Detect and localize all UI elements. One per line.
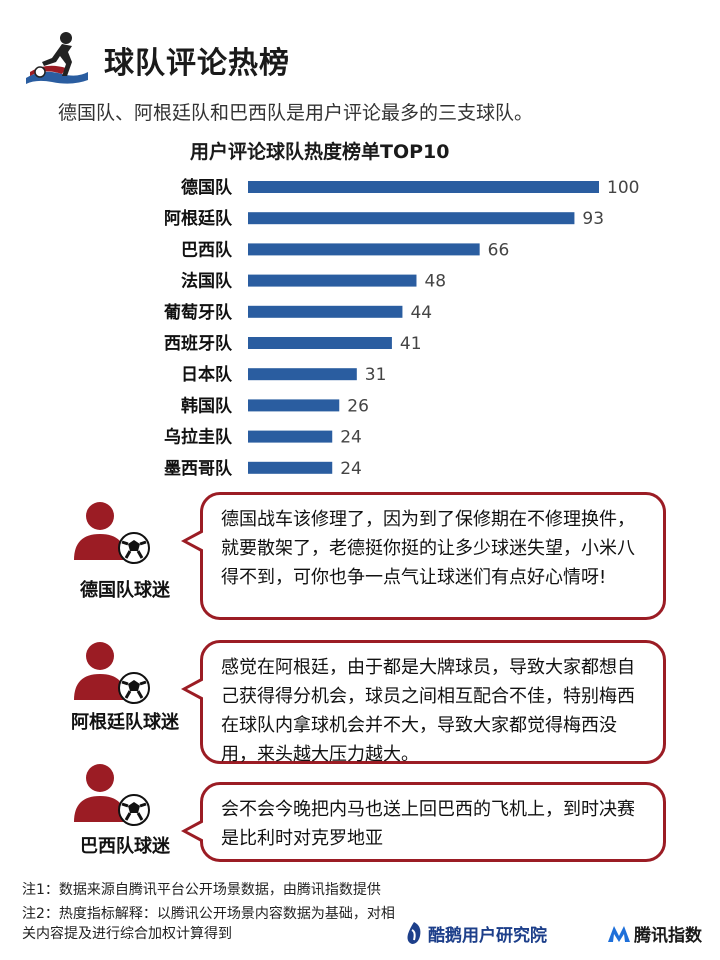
- bar: [248, 274, 417, 287]
- footnote-1: 注1：数据来源自腾讯平台公开场景数据，由腾讯指数提供: [22, 882, 381, 898]
- bar: [248, 305, 403, 318]
- fan-avatar-icon: [74, 642, 150, 704]
- bar: [248, 368, 357, 381]
- bar: [248, 212, 575, 225]
- category-label: 乌拉圭队: [164, 427, 233, 448]
- fan-avatar-icon: [74, 764, 150, 826]
- data-label: 24: [340, 459, 362, 479]
- page-subtitle: 德国队、阿根廷队和巴西队是用户评论最多的三支球队。: [58, 102, 534, 124]
- data-label: 44: [410, 303, 432, 323]
- comment-bubble: 德国战车该修理了，因为到了保修期在不修理换件，就要散架了，老德挺你挺的让多少球迷…: [181, 492, 666, 620]
- bar: [248, 430, 333, 443]
- page-title: 球队评论热榜: [104, 46, 290, 81]
- data-label: 93: [582, 209, 604, 229]
- header: 球队评论热榜: [22, 28, 702, 88]
- comment-bubble: 感觉在阿根廷，由于都是大牌球员，导致大家都想自己获得得分机会，球员之间相互配合不…: [181, 640, 666, 765]
- category-label: 韩国队: [181, 395, 233, 416]
- footnotes: 注1：数据来源自腾讯平台公开场景数据，由腾讯指数提供 注2：热度指标解释：以腾讯…: [22, 880, 402, 948]
- chart-title: 用户评论球队热度榜单TOP10: [190, 141, 450, 163]
- data-label: 31: [365, 365, 387, 385]
- fan-comment-1: 德国队球迷 德国战车该修理了，因为到了保修期在不修理换件，就要散架了，老德挺你挺…: [0, 492, 720, 640]
- bar: [248, 181, 599, 193]
- fan-comment-3: 巴西队球迷 会不会今晚把内马也送上回巴西的飞机上，到时决赛是比利时对克罗地亚: [0, 762, 720, 902]
- category-label: 墨西哥队: [164, 458, 233, 479]
- category-label: 阿根廷队: [164, 208, 233, 229]
- bar: [248, 337, 392, 349]
- bar: [248, 399, 340, 412]
- category-label: 西班牙队: [164, 333, 233, 354]
- data-label: 48: [424, 272, 446, 292]
- football-player-logo-icon: [26, 32, 88, 84]
- tencent-index-logo-icon: [608, 926, 630, 942]
- category-label: 德国队: [181, 177, 233, 198]
- bar: [248, 243, 480, 256]
- bar-chart: 德国队 100 阿根廷队 93 巴西队 66 法国队 48 葡萄牙队 44 西班牙队 41 日本队 31 韩…: [163, 177, 639, 479]
- footnote-2: 注2：热度指标解释：以腾讯公开场景内容数据为基础，对相关内容提及进行综合加权计算…: [22, 906, 395, 942]
- data-label: 24: [340, 428, 362, 448]
- category-label: 葡萄牙队: [163, 302, 233, 323]
- category-label: 日本队: [181, 364, 233, 385]
- fan-label: 巴西队球迷: [80, 836, 170, 857]
- penguin-logo-icon: [407, 922, 421, 944]
- data-label: 26: [347, 396, 369, 416]
- brand-tencent-index-label: 腾讯指数: [634, 926, 702, 946]
- brand-kuee: 酷鹅用户研究院: [402, 920, 547, 946]
- brand-kuee-label: 酷鹅用户研究院: [428, 926, 547, 946]
- brand-tencent-index: 腾讯指数: [606, 920, 702, 946]
- fan-avatar-icon: [74, 502, 150, 564]
- comment-bubble: 会不会今晚把内马也送上回巴西的飞机上，到时决赛是比利时对克罗地亚: [181, 782, 666, 862]
- category-label: 巴西队: [181, 239, 233, 260]
- fan-label: 德国队球迷: [80, 580, 170, 601]
- data-label: 41: [400, 334, 422, 354]
- fan-comment-2: 阿根廷队球迷 感觉在阿根廷，由于都是大牌球员，导致大家都想自己获得得分机会，球员…: [0, 640, 720, 780]
- fan-label: 阿根廷队球迷: [71, 712, 179, 733]
- bar: [248, 461, 333, 474]
- data-label: 66: [488, 240, 510, 260]
- category-label: 法国队: [181, 271, 233, 292]
- data-label: 100: [607, 178, 639, 198]
